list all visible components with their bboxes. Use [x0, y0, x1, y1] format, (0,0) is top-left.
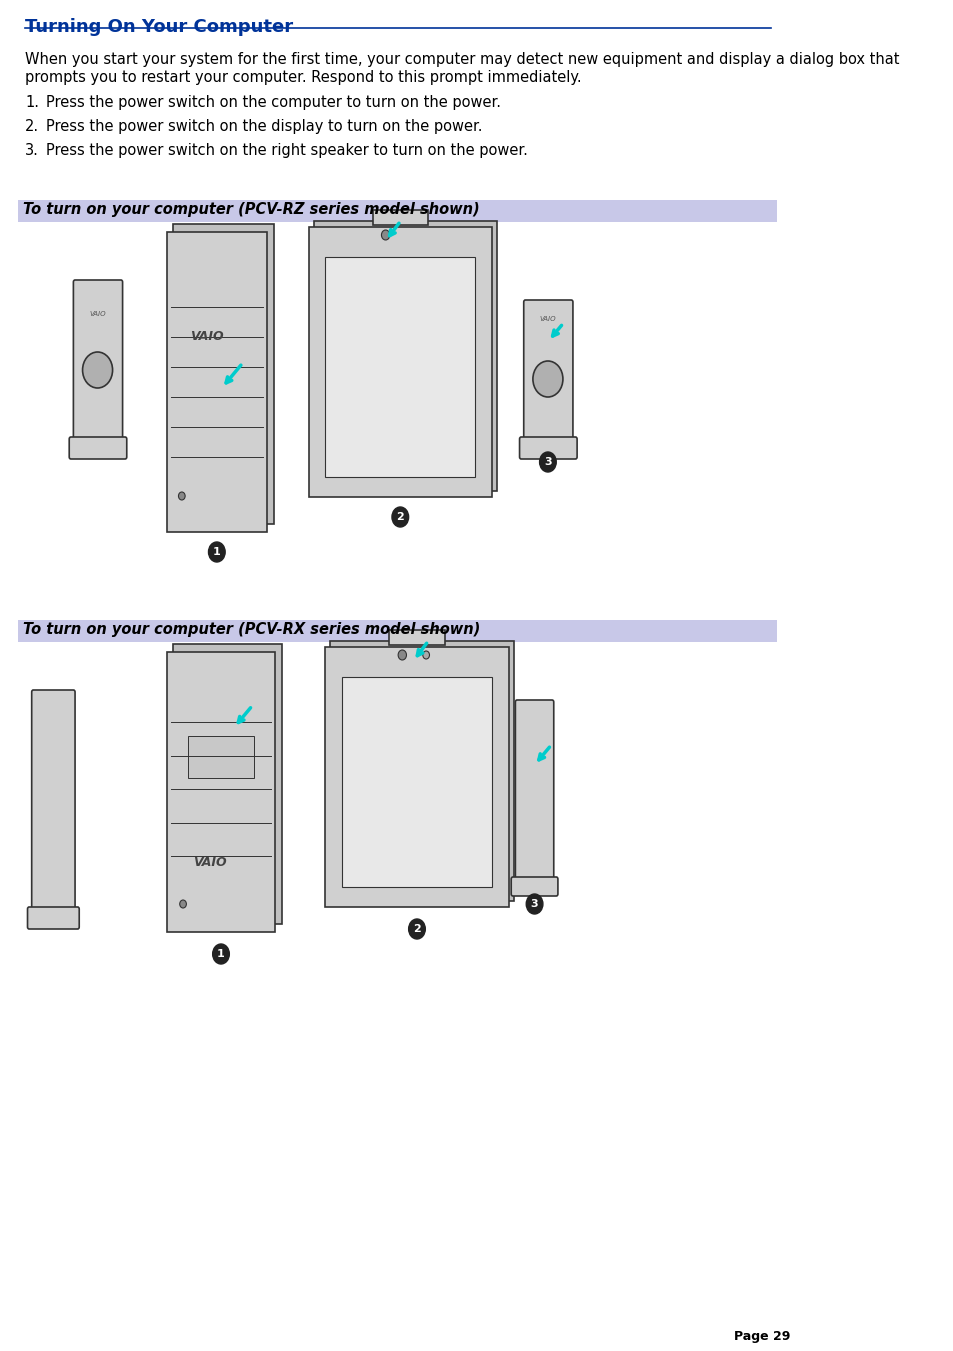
- FancyBboxPatch shape: [167, 232, 267, 532]
- FancyBboxPatch shape: [70, 436, 127, 459]
- Text: 1: 1: [217, 948, 225, 959]
- FancyBboxPatch shape: [167, 653, 274, 932]
- Text: 2: 2: [413, 924, 420, 934]
- Bar: [18, 200, 777, 222]
- FancyBboxPatch shape: [173, 224, 274, 524]
- Text: Page 29: Page 29: [733, 1329, 789, 1343]
- Circle shape: [178, 492, 185, 500]
- Circle shape: [397, 650, 406, 661]
- Text: 1.: 1.: [25, 95, 39, 109]
- FancyBboxPatch shape: [341, 677, 492, 888]
- Text: VAIO: VAIO: [90, 311, 106, 317]
- FancyBboxPatch shape: [523, 300, 573, 444]
- Text: Press the power switch on the display to turn on the power.: Press the power switch on the display to…: [46, 119, 482, 134]
- Text: 3: 3: [530, 898, 537, 909]
- Text: 2: 2: [396, 512, 404, 521]
- Circle shape: [213, 944, 229, 965]
- FancyBboxPatch shape: [31, 690, 75, 915]
- Circle shape: [83, 353, 112, 388]
- Circle shape: [526, 894, 542, 915]
- Circle shape: [381, 230, 390, 240]
- FancyBboxPatch shape: [330, 640, 513, 901]
- Text: Press the power switch on the computer to turn on the power.: Press the power switch on the computer t…: [46, 95, 500, 109]
- Text: 3: 3: [543, 457, 551, 467]
- Text: Press the power switch on the right speaker to turn on the power.: Press the power switch on the right spea…: [46, 143, 527, 158]
- FancyBboxPatch shape: [389, 630, 444, 644]
- Circle shape: [408, 919, 425, 939]
- Circle shape: [533, 361, 562, 397]
- FancyBboxPatch shape: [73, 280, 123, 444]
- Text: 3.: 3.: [25, 143, 39, 158]
- Text: VAIO: VAIO: [190, 331, 223, 343]
- FancyBboxPatch shape: [515, 700, 553, 884]
- FancyBboxPatch shape: [173, 644, 281, 924]
- FancyBboxPatch shape: [373, 209, 427, 226]
- Circle shape: [422, 651, 429, 659]
- FancyBboxPatch shape: [325, 257, 475, 477]
- Text: VAIO: VAIO: [193, 855, 227, 869]
- Text: 1: 1: [213, 547, 220, 557]
- Text: 2.: 2.: [25, 119, 39, 134]
- FancyBboxPatch shape: [308, 227, 492, 497]
- FancyBboxPatch shape: [314, 222, 497, 490]
- FancyBboxPatch shape: [325, 647, 508, 907]
- Circle shape: [539, 453, 556, 471]
- FancyBboxPatch shape: [28, 907, 79, 929]
- FancyBboxPatch shape: [519, 436, 577, 459]
- Text: prompts you to restart your computer. Respond to this prompt immediately.: prompts you to restart your computer. Re…: [25, 70, 581, 85]
- Circle shape: [392, 507, 408, 527]
- FancyBboxPatch shape: [189, 736, 253, 778]
- Text: When you start your system for the first time, your computer may detect new equi: When you start your system for the first…: [25, 51, 899, 68]
- Circle shape: [179, 900, 186, 908]
- Text: Turning On Your Computer: Turning On Your Computer: [25, 18, 293, 36]
- Bar: [18, 620, 777, 642]
- Text: To turn on your computer (PCV-RZ series model shown): To turn on your computer (PCV-RZ series …: [23, 203, 479, 218]
- Circle shape: [209, 542, 225, 562]
- Text: To turn on your computer (PCV-RX series model shown): To turn on your computer (PCV-RX series …: [23, 621, 480, 638]
- FancyBboxPatch shape: [511, 877, 558, 896]
- Text: VAIO: VAIO: [539, 316, 556, 322]
